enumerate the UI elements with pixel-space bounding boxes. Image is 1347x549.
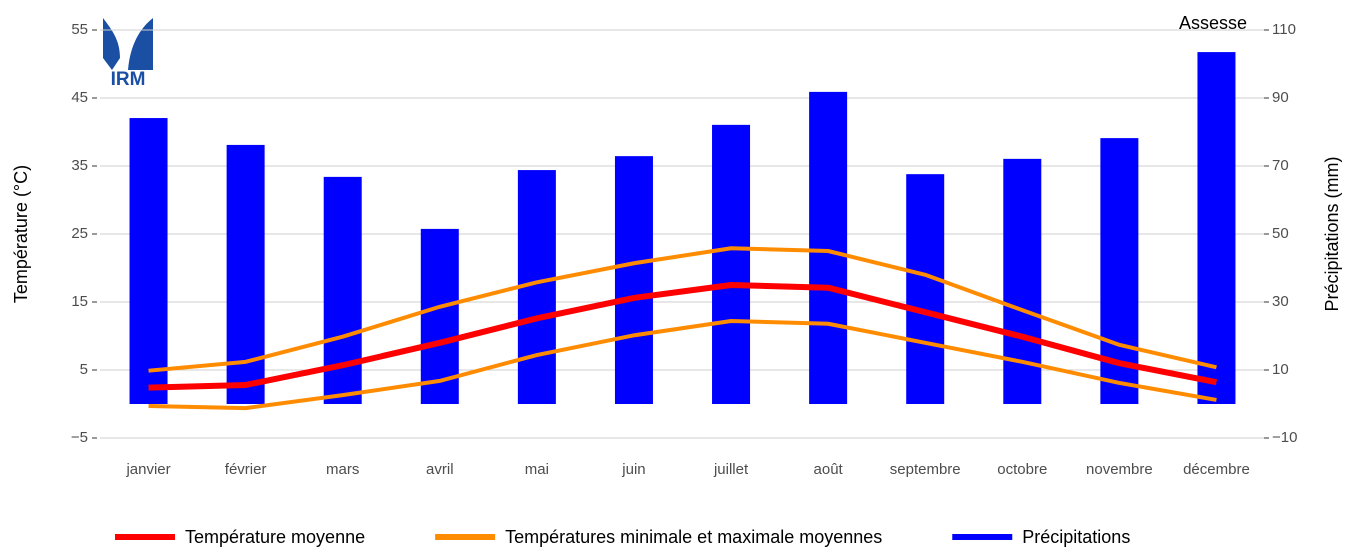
- bar: [712, 124, 751, 405]
- y-tick-label: 35: [71, 157, 88, 174]
- range-line: [148, 319, 1217, 411]
- logo-shape: [128, 18, 153, 70]
- y2-tick-label: 30: [1272, 293, 1289, 310]
- x-tick-label: novembre: [1086, 461, 1153, 478]
- bar: [809, 91, 848, 404]
- y-tick-label: 55: [71, 21, 88, 38]
- bar: [614, 156, 653, 404]
- bar: [1003, 158, 1042, 404]
- y-tick-label: 15: [71, 293, 88, 310]
- bar: [226, 144, 265, 405]
- x-tick-label: septembre: [890, 461, 961, 478]
- y-tick-label: 5: [80, 361, 88, 378]
- x-tick-label: août: [814, 461, 844, 478]
- y2-axis-label: Précipitations (mm): [1322, 156, 1342, 311]
- bar: [129, 118, 168, 404]
- x-tick-label: juin: [621, 461, 645, 478]
- legend-label: Précipitations: [1022, 527, 1130, 547]
- y2-tick-label: −10: [1272, 429, 1297, 446]
- y2-tick-label: 70: [1272, 157, 1289, 174]
- x-tick-label: mars: [326, 461, 359, 478]
- line: [148, 282, 1218, 391]
- bar: [906, 174, 945, 404]
- y-tick-label: 45: [71, 89, 88, 106]
- chart-title: Assesse: [1179, 13, 1247, 33]
- x-tick-label: octobre: [997, 461, 1047, 478]
- y-axis-label: Température (°C): [11, 165, 31, 303]
- x-tick-label: décembre: [1183, 461, 1250, 478]
- x-tick-label: janvier: [125, 461, 170, 478]
- y2-tick-label: 90: [1272, 89, 1289, 106]
- legend-label: Température moyenne: [185, 527, 365, 547]
- x-tick-label: avril: [426, 461, 454, 478]
- y2-tick-label: 10: [1272, 361, 1289, 378]
- bar: [420, 228, 459, 404]
- x-tick-label: mai: [525, 461, 549, 478]
- x-tick-label: février: [225, 461, 267, 478]
- y2-tick-label: 50: [1272, 225, 1289, 242]
- x-tick-label: juillet: [713, 461, 749, 478]
- range-line: [148, 246, 1217, 373]
- logo-shape: [103, 18, 120, 70]
- grid: [100, 29, 1265, 439]
- logo: IRM: [103, 18, 153, 90]
- logo-text: IRM: [111, 69, 146, 90]
- y-tick-label: −5: [71, 429, 88, 446]
- y-tick-label: 25: [71, 225, 88, 242]
- bar: [1197, 52, 1236, 404]
- y2-tick-label: 110: [1272, 21, 1296, 38]
- legend-label: Températures minimale et maximale moyenn…: [505, 527, 882, 547]
